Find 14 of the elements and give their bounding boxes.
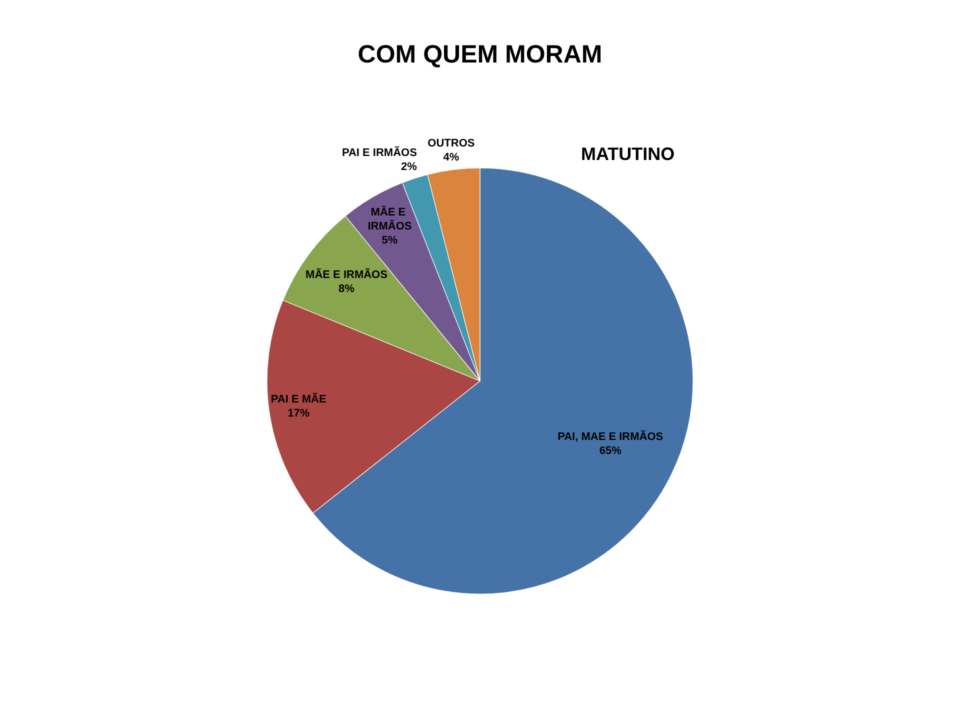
data-label: 5% (382, 234, 398, 247)
slice-label: PAI E MÃE (270, 392, 326, 406)
slice-label: MÃE E IRMÃOS (368, 206, 412, 233)
chart-title: COM QUEM MORAM (358, 40, 602, 68)
slice-label: PAI E IRMÃOS (342, 146, 417, 159)
data-label: 65% (599, 445, 622, 458)
slice-label: MÃE E IRMÃOS (306, 268, 388, 282)
data-label: 8% (338, 283, 355, 296)
slice-label: PAI, MAE E IRMÃOS (558, 430, 664, 444)
data-label: 17% (288, 408, 310, 420)
slice-label: OUTROS (428, 138, 475, 150)
data-label: 4% (443, 152, 460, 164)
data-label: 2% (401, 160, 418, 173)
chart-subtitle: MATUTINO (581, 144, 675, 164)
